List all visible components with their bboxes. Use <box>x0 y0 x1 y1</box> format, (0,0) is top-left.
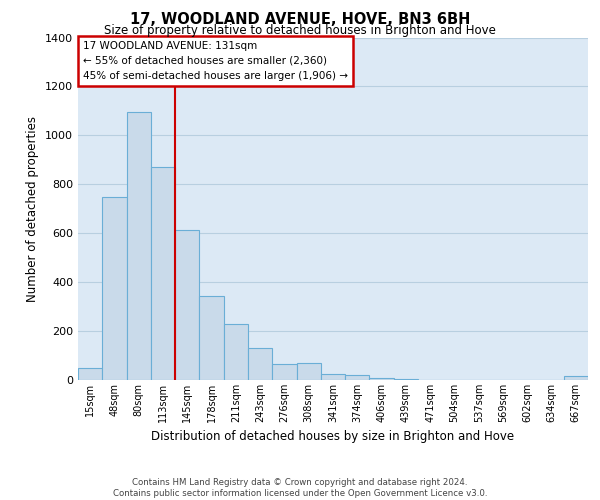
Bar <box>564 376 588 380</box>
Text: 17 WOODLAND AVENUE: 131sqm
← 55% of detached houses are smaller (2,360)
45% of s: 17 WOODLAND AVENUE: 131sqm ← 55% of deta… <box>83 41 348 80</box>
Bar <box>321 374 345 380</box>
Bar <box>102 196 127 380</box>
Text: Contains HM Land Registry data © Crown copyright and database right 2024.
Contai: Contains HM Land Registry data © Crown c… <box>113 478 487 498</box>
Bar <box>248 348 272 380</box>
Y-axis label: Number of detached properties: Number of detached properties <box>26 116 40 302</box>
Bar <box>370 378 394 380</box>
Bar <box>78 368 102 380</box>
Bar <box>296 363 321 380</box>
Bar <box>394 379 418 380</box>
Bar <box>199 296 224 380</box>
Bar <box>224 324 248 380</box>
X-axis label: Distribution of detached houses by size in Brighton and Hove: Distribution of detached houses by size … <box>151 430 515 444</box>
Bar <box>175 230 199 380</box>
Bar <box>151 167 175 380</box>
Text: Size of property relative to detached houses in Brighton and Hove: Size of property relative to detached ho… <box>104 24 496 37</box>
Text: 17, WOODLAND AVENUE, HOVE, BN3 6BH: 17, WOODLAND AVENUE, HOVE, BN3 6BH <box>130 12 470 28</box>
Bar <box>127 112 151 380</box>
Bar <box>272 364 296 380</box>
Bar <box>345 375 370 380</box>
